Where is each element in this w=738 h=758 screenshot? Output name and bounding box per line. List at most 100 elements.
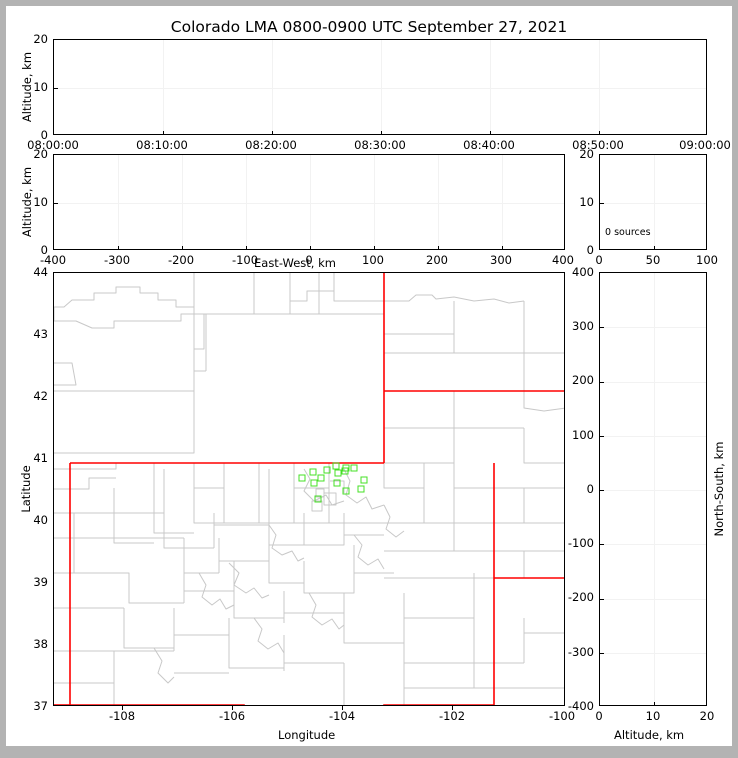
gridline	[600, 202, 706, 204]
y-axis-label: Altitude, km	[20, 51, 34, 123]
y-tick-label: 100	[572, 428, 594, 442]
gridline	[54, 202, 564, 204]
lma-source-marker	[310, 479, 318, 487]
x-tick-label: 0	[595, 253, 603, 267]
tick-mark	[54, 202, 58, 204]
tick-mark	[182, 245, 183, 249]
y-tick-label: -200	[567, 590, 594, 604]
tick-mark	[452, 706, 453, 710]
y-tick-label: -400	[567, 699, 594, 713]
figure-canvas: Colorado LMA 0800-0900 UTC September 27,…	[6, 6, 732, 746]
tick-mark	[342, 706, 343, 710]
gridline	[654, 155, 655, 249]
tick-mark	[600, 598, 604, 600]
y-tick-label: 300	[572, 319, 594, 333]
x-tick-label: 20	[699, 709, 715, 723]
tick-mark	[310, 245, 311, 249]
y-tick-label: 43	[33, 327, 48, 341]
east-west-height-panel[interactable]	[53, 154, 565, 250]
x-tick-label: 400	[552, 253, 574, 267]
x-axis-label: Longitude	[278, 728, 336, 742]
x-tick-label: 08:20:00	[245, 138, 297, 152]
tick-mark	[600, 327, 604, 329]
gridline	[600, 381, 706, 383]
y-tick-label: 200	[572, 373, 594, 387]
y-tick-label: 41	[33, 451, 48, 465]
gridline	[600, 435, 706, 437]
lma-source-marker	[334, 469, 342, 477]
y-tick-label: 0	[586, 243, 594, 257]
x-tick-label: 100	[696, 253, 718, 267]
x-tick-label: -106	[218, 709, 246, 723]
gridline	[600, 652, 706, 654]
gridline	[600, 490, 706, 491]
y-tick-label: 38	[33, 637, 48, 651]
gridline	[438, 155, 439, 249]
x-tick-label: -100	[231, 253, 259, 267]
lma-source-marker	[309, 468, 317, 476]
lma-source-marker	[317, 474, 325, 482]
lma-source-marker	[342, 487, 350, 495]
map-geometry	[54, 273, 564, 705]
y-tick-label: 40	[33, 513, 48, 527]
gridline	[374, 155, 375, 249]
plan-view-map-panel[interactable]	[53, 272, 565, 706]
gridline	[654, 273, 655, 705]
source-count-annotation: 0 sources	[605, 227, 651, 238]
lma-source-marker	[314, 495, 322, 503]
y-tick-label: 37	[33, 699, 48, 713]
gridline	[381, 40, 382, 134]
time-height-panel[interactable]	[53, 39, 707, 135]
county-borders	[54, 273, 564, 705]
lma-source-marker	[350, 464, 358, 472]
lma-source-marker	[323, 466, 331, 474]
x-axis-label: East-West, km	[254, 256, 336, 270]
x-tick-label: 08:00:00	[27, 138, 79, 152]
tick-mark	[272, 130, 273, 134]
x-tick-label: -104	[328, 709, 356, 723]
tick-mark	[600, 381, 604, 383]
tick-mark	[600, 435, 604, 437]
tick-mark	[381, 130, 382, 134]
x-tick-label: 0	[305, 253, 313, 267]
x-tick-label: -102	[438, 709, 466, 723]
x-tick-label: 09:00:00	[679, 138, 731, 152]
y-tick-label: -100	[567, 536, 594, 550]
state-borders	[54, 273, 564, 705]
tick-mark	[600, 202, 604, 204]
gridline	[163, 40, 164, 134]
gridline	[600, 598, 706, 600]
tick-mark	[374, 245, 375, 249]
tick-mark	[232, 706, 233, 710]
x-tick-label: 300	[490, 253, 512, 267]
lma-source-marker	[360, 476, 368, 484]
x-tick-label: 08:10:00	[136, 138, 188, 152]
gridline	[118, 155, 119, 249]
gridline	[272, 40, 273, 134]
x-tick-label: 100	[362, 253, 384, 267]
y-tick-label: 44	[33, 265, 48, 279]
x-tick-label: 50	[645, 253, 661, 267]
tick-mark	[654, 245, 655, 249]
y-tick-label: -300	[567, 645, 594, 659]
gridline	[599, 40, 600, 134]
gridline	[502, 155, 503, 249]
tick-mark	[600, 490, 604, 491]
tick-mark	[54, 87, 58, 89]
y-tick-label: 20	[33, 32, 48, 46]
lma-source-marker	[333, 479, 341, 487]
source-count-panel[interactable]: 0 sources	[599, 154, 707, 250]
x-tick-label: 08:50:00	[572, 138, 624, 152]
north-south-height-panel[interactable]	[599, 272, 707, 706]
y-tick-label: 0	[40, 243, 48, 257]
gridline	[246, 155, 247, 249]
y-tick-label: 20	[33, 147, 48, 161]
tick-mark	[490, 130, 491, 134]
figure-title: Colorado LMA 0800-0900 UTC September 27,…	[170, 18, 568, 36]
y-tick-label: 0	[586, 482, 594, 496]
y-axis-label: Altitude, km	[20, 166, 34, 238]
x-tick-label: -400	[39, 253, 67, 267]
y-axis-label: Latitude	[19, 465, 33, 513]
gridline	[310, 155, 311, 249]
